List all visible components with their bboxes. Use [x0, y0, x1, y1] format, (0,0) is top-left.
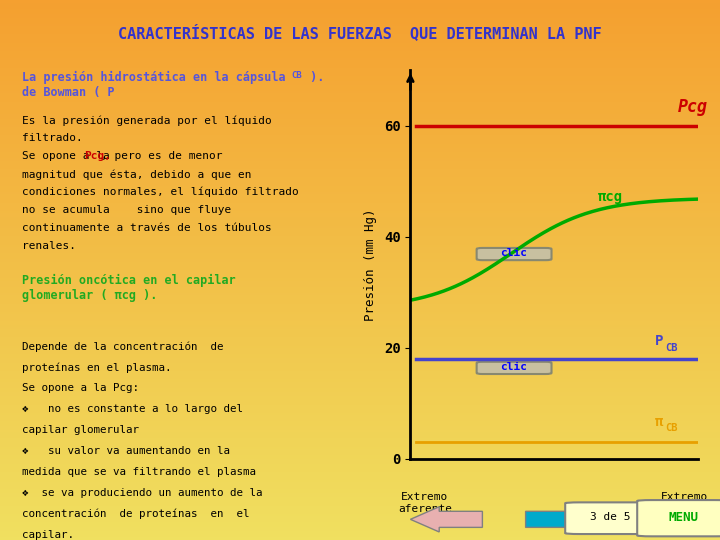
Text: no se acumula    sino que fluye: no se acumula sino que fluye [22, 205, 232, 215]
FancyBboxPatch shape [477, 362, 552, 374]
FancyBboxPatch shape [565, 502, 655, 534]
Text: clic: clic [500, 248, 528, 259]
Text: concentración  de proteínas  en  el: concentración de proteínas en el [22, 509, 250, 519]
Text: CB: CB [665, 343, 678, 353]
Text: , pero es de menor: , pero es de menor [102, 151, 222, 161]
Text: ❖   no es constante a lo largo del: ❖ no es constante a lo largo del [22, 404, 243, 414]
Text: Pcg: Pcg [678, 98, 708, 116]
Text: Presión oncótica en el capilar
glomerular ( πcg ).: Presión oncótica en el capilar glomerula… [22, 274, 236, 302]
Text: Extremo
eferente: Extremo eferente [657, 492, 711, 514]
Text: capilar.: capilar. [22, 530, 74, 539]
Text: Extremo
aferente: Extremo aferente [397, 492, 452, 514]
Text: magnitud que ésta, debido a que en: magnitud que ésta, debido a que en [22, 169, 252, 180]
Text: ❖  se va produciendo un aumento de la: ❖ se va produciendo un aumento de la [22, 488, 263, 498]
FancyBboxPatch shape [477, 248, 552, 260]
FancyArrow shape [526, 507, 612, 532]
Text: renales.: renales. [22, 240, 76, 251]
Text: CB: CB [665, 423, 678, 433]
Text: 3 de 5: 3 de 5 [590, 512, 631, 522]
Text: condiciones normales, el líquido filtrado: condiciones normales, el líquido filtrad… [22, 187, 299, 198]
Text: filtrado.: filtrado. [22, 133, 83, 144]
Text: Pcg,: Pcg, [84, 151, 111, 161]
Text: La presión hidrostática en la cápsula
de Bowman ( P: La presión hidrostática en la cápsula de… [22, 70, 286, 98]
Text: Se opone a la Pcg:: Se opone a la Pcg: [22, 383, 139, 394]
Text: CARACTERÍSTICAS DE LAS FUERZAS  QUE DETERMINAN LA PNF: CARACTERÍSTICAS DE LAS FUERZAS QUE DETER… [118, 24, 602, 41]
FancyBboxPatch shape [637, 500, 720, 536]
Text: Depende de la concentración  de: Depende de la concentración de [22, 342, 224, 352]
Text: Se opone a la: Se opone a la [22, 151, 117, 161]
Y-axis label: Presión (mm Hg): Presión (mm Hg) [364, 208, 377, 321]
Text: CB: CB [292, 71, 302, 80]
Text: proteínas en el plasma.: proteínas en el plasma. [22, 362, 172, 373]
Text: medida que se va filtrando el plasma: medida que se va filtrando el plasma [22, 467, 256, 477]
Text: P: P [655, 334, 664, 348]
Text: π: π [655, 415, 664, 429]
Text: ❖   su valor va aumentando en la: ❖ su valor va aumentando en la [22, 446, 230, 456]
Text: πcg: πcg [598, 190, 623, 204]
Text: clic: clic [500, 362, 528, 373]
Text: MENU: MENU [668, 510, 698, 524]
Text: Es la presión generada por el líquido: Es la presión generada por el líquido [22, 116, 272, 126]
FancyArrow shape [410, 507, 482, 532]
Text: capilar glomerular: capilar glomerular [22, 425, 139, 435]
Text: ).: ). [302, 71, 324, 84]
Text: continuamente a través de los túbulos: continuamente a través de los túbulos [22, 222, 272, 233]
